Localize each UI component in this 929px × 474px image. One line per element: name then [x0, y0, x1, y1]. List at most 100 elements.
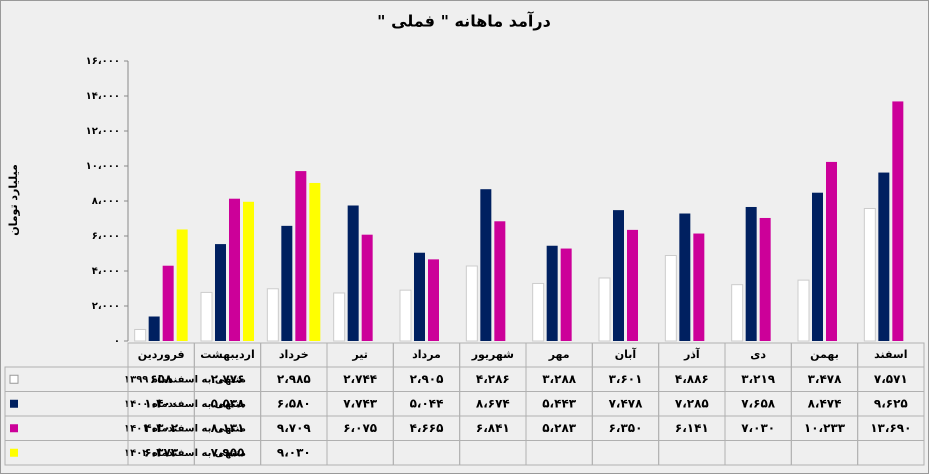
y-tick-label: ۲،۰۰۰ [92, 301, 120, 312]
bar [826, 161, 837, 341]
data-label: ۱۳،۶۹۰ [870, 421, 911, 435]
y-tick-label: ۶،۰۰۰ [92, 231, 120, 242]
bar [693, 233, 705, 341]
bar [399, 289, 412, 342]
bar [679, 213, 691, 341]
bar [878, 172, 890, 341]
bar [797, 279, 810, 342]
bar [546, 245, 558, 341]
y-tick-label: ۱۲،۰۰۰ [86, 126, 120, 137]
data-label: ۲،۹۸۵ [277, 372, 311, 386]
data-label: ۷،۲۸۵ [675, 396, 709, 410]
data-label: ۷،۹۵۵ [211, 445, 245, 459]
data-label: ۴،۸۸۶ [675, 372, 709, 386]
bar [333, 292, 346, 342]
bar [295, 171, 307, 341]
bar [494, 221, 506, 341]
data-label: ۴،۲۸۶ [476, 372, 510, 386]
bar [532, 282, 545, 342]
data-label: ۶،۳۵۰ [609, 421, 643, 435]
bar [162, 265, 174, 341]
data-label: ۷،۷۴۳ [343, 396, 378, 410]
data-label: ۴،۶۶۵ [410, 421, 444, 435]
x-tick-label: مرداد [412, 348, 441, 361]
data-label: ۸،۶۷۴ [476, 396, 510, 410]
data-label: ۸،۴۷۴ [808, 396, 842, 410]
data-label: ۷،۵۷۱ [874, 372, 908, 386]
data-label: ۳،۴۷۸ [808, 372, 843, 386]
data-label: ۳،۲۱۹ [741, 372, 776, 386]
bar [863, 208, 876, 342]
data-label: ۵،۲۸۳ [542, 421, 577, 435]
bar [148, 316, 160, 341]
y-tick-label: ۱۴،۰۰۰ [86, 91, 120, 102]
bar [465, 265, 478, 342]
data-label: ۳،۲۸۸ [542, 372, 577, 386]
bar [428, 259, 439, 341]
data-label: ۶،۱۴۱ [675, 421, 709, 435]
data-label: ۲،۷۴۴ [343, 372, 377, 386]
bar [745, 206, 757, 341]
bar [664, 254, 677, 342]
x-tick-label: آبان [615, 347, 637, 361]
bar [309, 182, 321, 341]
data-label: ۷،۴۷۸ [609, 396, 644, 410]
bar [480, 189, 492, 341]
data-label: ۷،۰۳۰ [741, 421, 775, 435]
bar [229, 198, 240, 341]
bar [812, 192, 823, 341]
table-cell [857, 440, 925, 466]
data-label: ۶۵۸ [150, 372, 173, 386]
data-label: ۷،۶۵۸ [741, 396, 776, 410]
y-axis-label: میلیارد تومان [7, 164, 20, 236]
bar [176, 229, 188, 341]
data-label: ۲،۹۰۵ [410, 372, 444, 386]
data-label: ۵،۰۴۴ [410, 396, 444, 410]
y-tick-label: ۴،۰۰۰ [92, 266, 120, 277]
bar [361, 234, 373, 341]
bar [215, 244, 226, 341]
bar [266, 288, 279, 342]
y-tick-label: ۱۶،۰۰۰ [86, 56, 120, 67]
bar [281, 225, 293, 341]
legend-swatch [10, 424, 18, 433]
legend-swatch [10, 448, 18, 457]
legend-label: منتهی به اسفندماه ۱۴۰۰ [124, 399, 246, 410]
legend-swatch [9, 374, 19, 384]
bar [598, 277, 611, 342]
x-tick-label: اسفند [874, 348, 907, 361]
data-label: ۴،۳۰۲ [144, 421, 179, 435]
bar [134, 328, 147, 342]
legend-swatch [10, 399, 18, 408]
x-tick-label: مهر [548, 348, 570, 361]
data-label: ۲،۷۷۶ [211, 372, 245, 386]
x-tick-label: اردیبهشت [200, 348, 254, 361]
bar [731, 284, 744, 342]
bar [759, 217, 771, 341]
bar [613, 210, 624, 341]
x-tick-label: خرداد [279, 348, 309, 361]
y-tick-label: ۸،۰۰۰ [92, 196, 120, 207]
chart-title: درآمد ماهانه " فملی " [377, 11, 551, 31]
data-label: ۹،۰۳۰ [277, 445, 311, 459]
data-label: ۶،۵۸۰ [277, 396, 311, 410]
bar [347, 205, 359, 341]
y-tick-label: ۰ [114, 336, 120, 347]
bar [627, 229, 638, 341]
data-label: ۶،۸۴۱ [476, 421, 510, 435]
legend-label: منتهی به اسفندماه ۱۴۰۱ [124, 423, 246, 434]
x-tick-label: تیر [351, 348, 367, 361]
data-label: ۶،۰۷۵ [343, 421, 377, 435]
x-tick-label: شهریور [471, 348, 514, 361]
data-label: ۵،۴۴۳ [542, 396, 577, 410]
x-tick-label: فروردین [138, 348, 185, 361]
data-label: ۳،۶۰۱ [609, 372, 643, 386]
data-label: ۶،۳۷۳ [144, 445, 179, 459]
bar [200, 291, 213, 342]
data-label: ۹،۷۰۹ [277, 421, 312, 435]
data-label: ۱،۴۰۰ [144, 396, 178, 410]
x-tick-label: بهمن [810, 348, 839, 361]
bar [243, 201, 254, 341]
